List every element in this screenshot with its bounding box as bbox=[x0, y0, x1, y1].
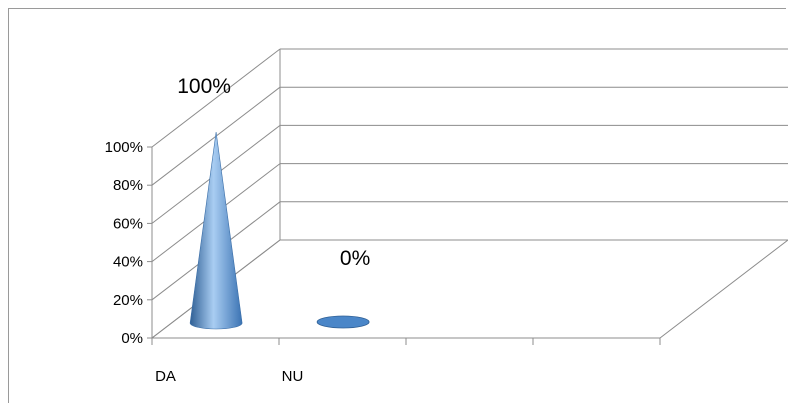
y-tick-label: 60% bbox=[113, 215, 143, 232]
chart-floor bbox=[150, 239, 788, 339]
y-tick-label: 40% bbox=[113, 254, 143, 271]
y-tick-label: 20% bbox=[113, 292, 143, 309]
y-tick-label: 80% bbox=[113, 177, 143, 194]
cone-bar bbox=[189, 131, 243, 330]
x-category-label: NU bbox=[282, 368, 304, 385]
data-label: 100% bbox=[177, 75, 231, 98]
x-category-label: DA bbox=[155, 368, 176, 385]
y-tick-label: 0% bbox=[121, 330, 143, 347]
data-label: 0% bbox=[340, 247, 370, 270]
gridline-side bbox=[151, 48, 281, 148]
cone-bar-flat bbox=[316, 315, 370, 329]
chart-frame bbox=[8, 8, 786, 403]
y-tick-label: 100% bbox=[105, 139, 143, 156]
